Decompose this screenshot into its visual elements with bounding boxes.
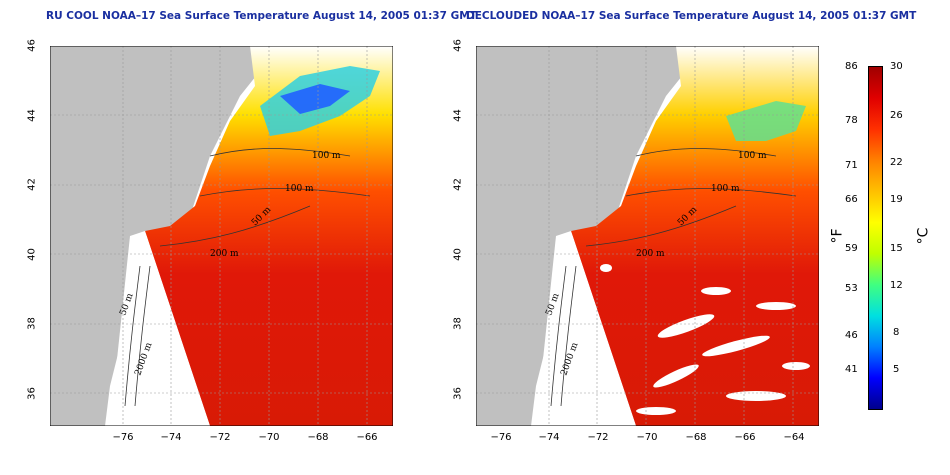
fahrenheit-unit-label: °F: [829, 228, 846, 244]
right-panel-title: DECLOUDED NOAA–17 Sea Surface Temperatur…: [466, 10, 917, 22]
x-tick-left: −72: [209, 432, 231, 443]
x-tick-right: −76: [490, 432, 512, 443]
land-mass: [476, 46, 686, 426]
colorbar-f-41: 41: [845, 364, 858, 375]
colorbar-f-78: 78: [845, 115, 858, 126]
colorbar-c-5: 5: [893, 364, 900, 375]
colorbar: [868, 66, 883, 410]
x-tick-right: −74: [538, 432, 560, 443]
x-tick-left: −68: [307, 432, 329, 443]
y-tick-right-36: 36: [452, 387, 464, 400]
contour-label: 200 m: [210, 249, 239, 259]
masked-cloud-patches: [600, 264, 810, 415]
y-tick-left-42: 42: [26, 178, 38, 191]
x-tick-right: −66: [734, 432, 756, 443]
colorbar-c-12: 12: [890, 280, 903, 291]
x-tick-right: −72: [587, 432, 609, 443]
y-tick-left-36: 36: [26, 387, 38, 400]
right-map-panel: 100 m 100 m 50 m 200 m 50 m 2000 m: [476, 46, 819, 426]
x-tick-right: −70: [636, 432, 658, 443]
celsius-unit-label: °C: [915, 227, 932, 245]
x-tick-left: −74: [160, 432, 182, 443]
no-data-region: [536, 231, 636, 426]
y-tick-right-42: 42: [452, 178, 464, 191]
x-tick-left: −76: [112, 432, 134, 443]
land-mass: [50, 46, 260, 426]
colorbar-c-15: 15: [890, 243, 903, 254]
y-tick-left-46: 46: [26, 39, 38, 52]
y-tick-left-40: 40: [26, 248, 38, 261]
colorbar-f-53: 53: [845, 283, 858, 294]
cool-water-patch: [726, 101, 806, 141]
x-tick-right: −68: [685, 432, 707, 443]
colorbar-f-86: 86: [845, 61, 858, 72]
colorbar-c-26: 26: [890, 110, 903, 121]
colorbar-f-66: 66: [845, 194, 858, 205]
left-sst-map: 100 m 100 m 50 m 200 m 50 m 2000 m: [50, 46, 393, 426]
left-panel-title: RU COOL NOAA–17 Sea Surface Temperature …: [46, 10, 477, 22]
colorbar-c-22: 22: [890, 157, 903, 168]
contour-label: 100 m: [285, 184, 314, 194]
colorbar-c-30: 30: [890, 61, 903, 72]
y-tick-left-38: 38: [26, 317, 38, 330]
x-tick-right: −64: [783, 432, 805, 443]
contour-label: 100 m: [711, 184, 740, 194]
right-sst-map: 100 m 100 m 50 m 200 m 50 m 2000 m: [476, 46, 819, 426]
colorbar-c-19: 19: [890, 194, 903, 205]
colorbar-f-59: 59: [845, 243, 858, 254]
y-tick-right-38: 38: [452, 317, 464, 330]
left-map-panel: 100 m 100 m 50 m 200 m 50 m 2000 m: [50, 46, 393, 426]
no-data-region: [110, 231, 210, 426]
colorbar-f-46: 46: [845, 330, 858, 341]
contour-label: 100 m: [312, 151, 341, 161]
colorbar-c-8: 8: [893, 327, 900, 338]
x-tick-left: −66: [356, 432, 378, 443]
colorbar-f-71: 71: [845, 160, 858, 171]
contour-label: 200 m: [636, 249, 665, 259]
y-tick-right-44: 44: [452, 109, 464, 122]
y-tick-left-44: 44: [26, 109, 38, 122]
y-tick-right-40: 40: [452, 248, 464, 261]
contour-label: 100 m: [738, 151, 767, 161]
y-tick-right-46: 46: [452, 39, 464, 52]
x-tick-left: −70: [258, 432, 280, 443]
